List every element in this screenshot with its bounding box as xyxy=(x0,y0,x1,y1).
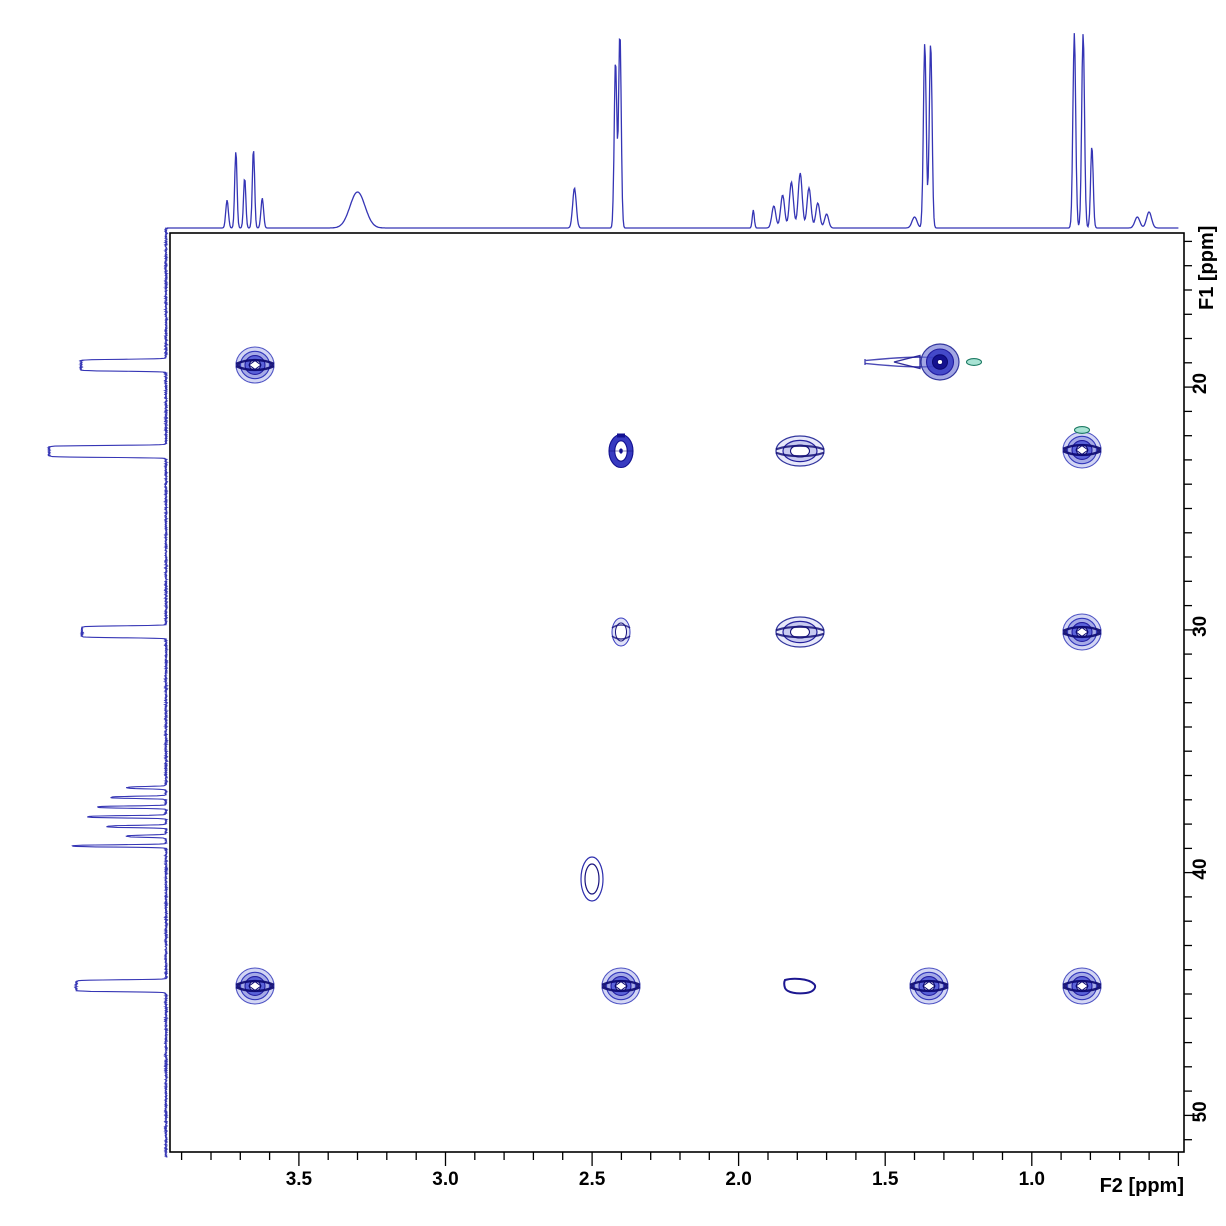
svg-text:1.5: 1.5 xyxy=(872,1169,899,1190)
svg-text:2.0: 2.0 xyxy=(725,1169,751,1190)
svg-text:1.0: 1.0 xyxy=(1019,1169,1045,1190)
svg-text:40: 40 xyxy=(1190,858,1211,879)
svg-text:3.0: 3.0 xyxy=(432,1169,458,1190)
svg-text:30: 30 xyxy=(1190,616,1211,637)
svg-text:F1 [ppm]: F1 [ppm] xyxy=(1196,226,1218,310)
svg-text:50: 50 xyxy=(1190,1101,1211,1122)
svg-text:3.5: 3.5 xyxy=(286,1169,313,1190)
svg-text:2.5: 2.5 xyxy=(579,1169,606,1190)
svg-text:F2 [ppm]: F2 [ppm] xyxy=(1100,1175,1184,1197)
svg-text:20: 20 xyxy=(1190,373,1211,394)
